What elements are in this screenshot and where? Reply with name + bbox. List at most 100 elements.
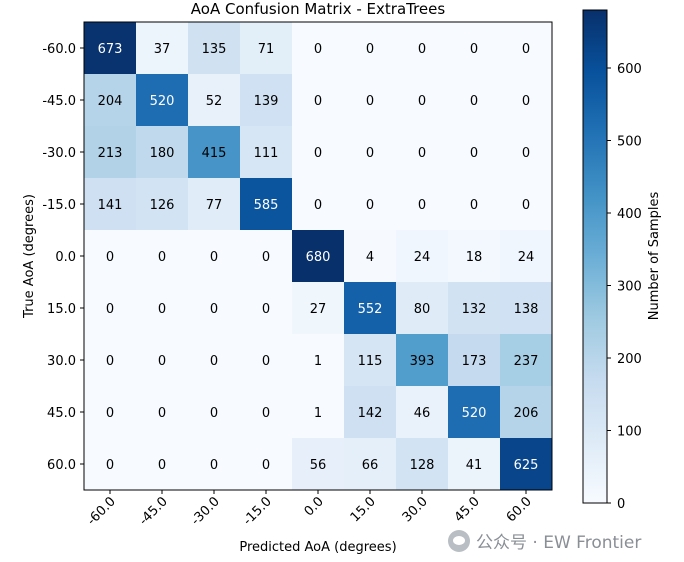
cell-label-0-1: 37	[154, 42, 171, 57]
cell-3-8	[500, 178, 552, 230]
x-axis-label: Predicted AoA (degrees)	[239, 540, 396, 555]
cell-7-8	[500, 386, 552, 438]
colorbar-tick-label-0: 0	[617, 497, 625, 512]
cell-4-6	[396, 230, 448, 282]
colorbar-tick-label-2: 200	[617, 352, 642, 367]
cell-label-7-6: 46	[414, 406, 431, 421]
cell-label-4-6: 24	[414, 250, 431, 265]
cell-label-1-8: 0	[522, 94, 530, 109]
cell-7-6	[396, 386, 448, 438]
y-tick-label-0: -60.0	[42, 42, 76, 57]
cell-label-7-8: 206	[514, 406, 539, 421]
cell-label-6-4: 1	[314, 354, 322, 369]
cell-label-6-2: 0	[210, 354, 218, 369]
colorbar-tick-label-4: 400	[617, 207, 642, 222]
cell-5-3	[240, 282, 292, 334]
colorbar-tick-label-5: 500	[617, 135, 642, 150]
y-tick-label-2: -30.0	[42, 146, 76, 161]
cell-label-6-6: 393	[410, 354, 435, 369]
cell-label-2-3: 111	[254, 146, 279, 161]
colorbar-label: Number of Samples	[647, 192, 662, 321]
cell-label-4-8: 24	[518, 250, 535, 265]
cell-7-1	[136, 386, 188, 438]
cell-4-1	[136, 230, 188, 282]
cell-4-0	[84, 230, 136, 282]
cell-label-7-3: 0	[262, 406, 270, 421]
cell-label-2-1: 180	[150, 146, 175, 161]
cell-label-6-7: 173	[462, 354, 487, 369]
cell-8-0	[84, 438, 136, 490]
cell-label-7-4: 1	[314, 406, 322, 421]
cell-label-5-6: 80	[414, 302, 431, 317]
cell-3-5	[344, 178, 396, 230]
cell-label-3-3: 585	[254, 198, 279, 213]
cell-label-7-0: 0	[106, 406, 114, 421]
cell-label-6-5: 115	[358, 354, 383, 369]
x-tick-label-0: -60.0	[84, 494, 118, 528]
cell-1-7	[448, 74, 500, 126]
cell-label-0-2: 135	[202, 42, 227, 57]
cell-label-3-4: 0	[314, 198, 322, 213]
cell-6-8	[500, 334, 552, 386]
cell-2-1	[136, 126, 188, 178]
cell-1-0	[84, 74, 136, 126]
cell-label-3-6: 0	[418, 198, 426, 213]
cell-label-8-1: 0	[158, 458, 166, 473]
cell-label-4-4: 680	[306, 250, 331, 265]
cell-label-1-1: 520	[150, 94, 175, 109]
cell-8-7	[448, 438, 500, 490]
cell-label-4-7: 18	[466, 250, 483, 265]
cell-4-4	[292, 230, 344, 282]
cell-label-6-1: 0	[158, 354, 166, 369]
cell-label-4-3: 0	[262, 250, 270, 265]
cell-0-6	[396, 22, 448, 74]
cell-2-6	[396, 126, 448, 178]
cell-2-2	[188, 126, 240, 178]
cell-label-7-7: 520	[462, 406, 487, 421]
cell-8-3	[240, 438, 292, 490]
cell-2-0	[84, 126, 136, 178]
colorbar	[582, 9, 608, 504]
cell-1-8	[500, 74, 552, 126]
cell-4-8	[500, 230, 552, 282]
cell-label-0-3: 71	[258, 42, 275, 57]
cell-0-7	[448, 22, 500, 74]
cell-label-0-0: 673	[98, 42, 123, 57]
cell-label-7-1: 0	[158, 406, 166, 421]
cell-label-1-2: 52	[206, 94, 223, 109]
cell-7-4	[292, 386, 344, 438]
cell-4-5	[344, 230, 396, 282]
cell-7-3	[240, 386, 292, 438]
cell-label-5-2: 0	[210, 302, 218, 317]
watermark-text: 公众号 · EW Frontier	[476, 533, 642, 553]
cell-7-2	[188, 386, 240, 438]
cell-1-3	[240, 74, 292, 126]
cell-1-1	[136, 74, 188, 126]
colorbar-tick-label-6: 600	[617, 62, 642, 77]
cell-label-8-3: 0	[262, 458, 270, 473]
cell-0-1	[136, 22, 188, 74]
cell-label-5-3: 0	[262, 302, 270, 317]
cell-5-1	[136, 282, 188, 334]
cell-0-0	[84, 22, 136, 74]
cell-label-1-0: 204	[98, 94, 123, 109]
cell-label-6-8: 237	[514, 354, 539, 369]
cell-label-0-8: 0	[522, 42, 530, 57]
cell-3-7	[448, 178, 500, 230]
y-tick-label-7: 45.0	[47, 406, 76, 421]
cell-label-1-4: 0	[314, 94, 322, 109]
cell-3-0	[84, 178, 136, 230]
x-tick-label-6: 30.0	[400, 494, 431, 525]
cell-label-4-5: 4	[366, 250, 374, 265]
cell-2-5	[344, 126, 396, 178]
y-tick-label-3: -15.0	[42, 198, 76, 213]
cell-label-2-2: 415	[202, 146, 227, 161]
cell-3-2	[188, 178, 240, 230]
cell-1-4	[292, 74, 344, 126]
colorbar-ticks: 0 100 200 300 400 500 600	[607, 62, 642, 512]
y-tick-label-8: 60.0	[47, 458, 76, 473]
cell-6-3	[240, 334, 292, 386]
colorbar-tick-label-3: 300	[617, 280, 642, 295]
x-tick-label-2: -30.0	[188, 494, 222, 528]
